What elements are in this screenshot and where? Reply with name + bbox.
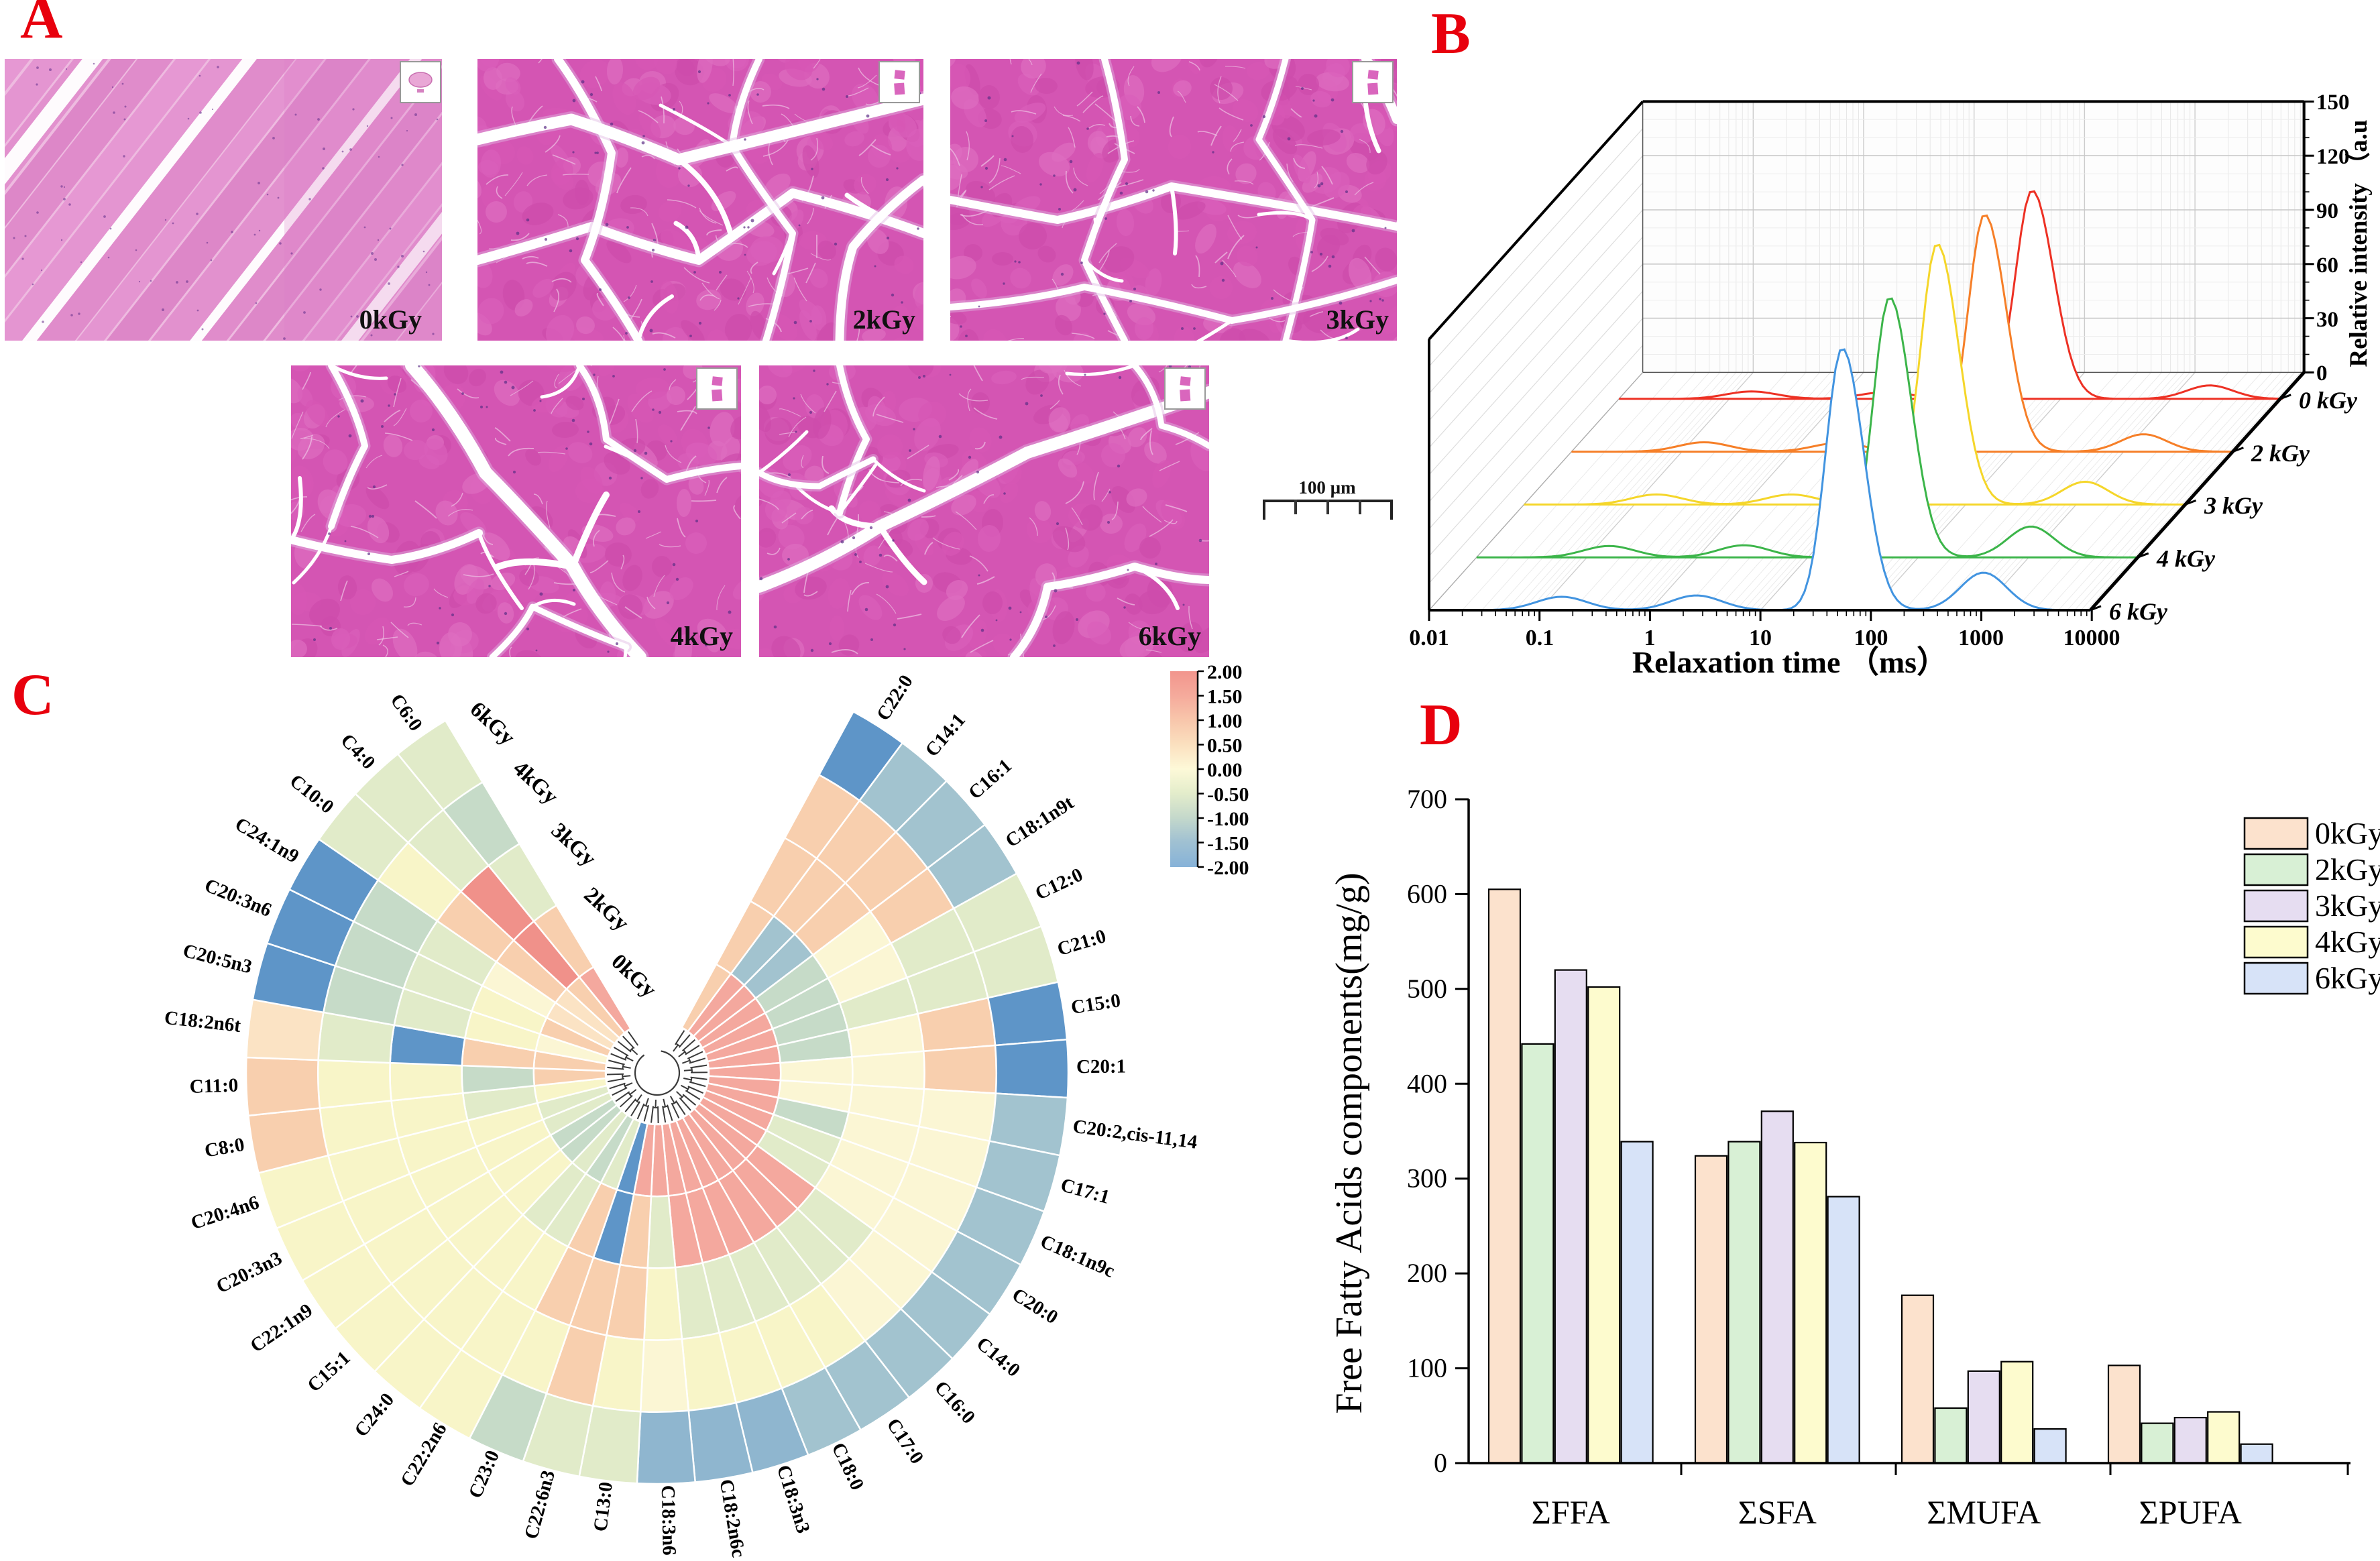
svg-text:C11:0: C11:0	[189, 1075, 239, 1098]
svg-text:-2.00: -2.00	[1207, 857, 1249, 879]
svg-text:0 kGy: 0 kGy	[2299, 387, 2358, 414]
svg-text:0.50: 0.50	[1207, 735, 1243, 757]
svg-text:C18:3n6: C18:3n6	[657, 1485, 680, 1556]
svg-text:500: 500	[1407, 974, 1447, 1004]
svg-text:C21:0: C21:0	[1055, 925, 1109, 960]
svg-text:C24:0: C24:0	[350, 1389, 398, 1442]
svg-text:2kGy: 2kGy	[2315, 852, 2380, 886]
svg-text:0: 0	[2316, 361, 2328, 386]
svg-text:150: 150	[2316, 91, 2350, 115]
svg-text:C20:1: C20:1	[1076, 1055, 1126, 1078]
svg-text:0: 0	[1434, 1448, 1447, 1478]
svg-text:-0.50: -0.50	[1207, 784, 1249, 806]
svg-text:ΣFFA: ΣFFA	[1532, 1493, 1610, 1531]
svg-text:C17:0: C17:0	[883, 1415, 928, 1468]
svg-text:C22:1n9: C22:1n9	[247, 1299, 317, 1357]
svg-text:C14:0: C14:0	[972, 1333, 1024, 1381]
svg-text:C20:2,cis-11,14: C20:2,cis-11,14	[1072, 1116, 1198, 1153]
svg-text:C22:2n6: C22:2n6	[396, 1419, 451, 1490]
svg-text:C20:3n3: C20:3n3	[213, 1247, 286, 1297]
svg-text:4kGy: 4kGy	[2315, 925, 2380, 959]
svg-text:100: 100	[1854, 626, 1888, 650]
svg-text:C4:0: C4:0	[337, 730, 380, 773]
svg-text:0kGy: 0kGy	[606, 949, 661, 1002]
svg-text:2.00: 2.00	[1207, 661, 1243, 683]
svg-text:ΣMUFA: ΣMUFA	[1927, 1493, 2041, 1531]
svg-text:C16:0: C16:0	[930, 1377, 979, 1428]
svg-text:10: 10	[1749, 626, 1772, 650]
svg-text:C24:1n9: C24:1n9	[231, 813, 302, 868]
svg-text:4kGy: 4kGy	[671, 621, 733, 651]
svg-text:3kGy: 3kGy	[547, 819, 601, 872]
svg-text:C20:5n3: C20:5n3	[181, 940, 254, 978]
svg-text:0.01: 0.01	[1409, 626, 1449, 650]
svg-text:3kGy: 3kGy	[2315, 888, 2380, 923]
svg-text:C20:4n6: C20:4n6	[188, 1192, 262, 1234]
svg-text:C18:1n9t: C18:1n9t	[1002, 792, 1078, 852]
svg-text:2kGy: 2kGy	[579, 883, 634, 936]
svg-text:4kGy: 4kGy	[508, 756, 563, 809]
svg-text:C18:2n6t: C18:2n6t	[164, 1007, 243, 1037]
svg-text:C22:6n3: C22:6n3	[520, 1468, 559, 1541]
svg-text:Relative intensity （a.u: Relative intensity （a.u	[2344, 120, 2373, 367]
svg-text:C17:1: C17:1	[1058, 1174, 1112, 1208]
svg-text:C15:0: C15:0	[1070, 990, 1122, 1019]
svg-text:C22:0: C22:0	[872, 671, 917, 725]
svg-text:0.00: 0.00	[1207, 759, 1243, 781]
svg-text:700: 700	[1407, 784, 1447, 814]
svg-text:100 µm: 100 µm	[1298, 477, 1356, 498]
svg-text:2kGy: 2kGy	[853, 304, 915, 335]
svg-text:Relaxation time （ms）: Relaxation time （ms）	[1632, 645, 1947, 679]
svg-text:C13:0: C13:0	[589, 1481, 617, 1532]
svg-text:C18:0: C18:0	[828, 1440, 868, 1494]
svg-text:400: 400	[1407, 1068, 1447, 1098]
svg-text:ΣPUFA: ΣPUFA	[2139, 1493, 2242, 1531]
svg-text:2 kGy: 2 kGy	[2251, 440, 2310, 467]
svg-text:4 kGy: 4 kGy	[2156, 545, 2216, 572]
svg-text:C8:0: C8:0	[203, 1134, 246, 1162]
svg-text:30: 30	[2316, 308, 2338, 332]
svg-text:3 kGy: 3 kGy	[2204, 492, 2263, 519]
svg-text:1.00: 1.00	[1207, 710, 1243, 732]
svg-text:ΣSFA: ΣSFA	[1738, 1493, 1817, 1531]
svg-text:10000: 10000	[2063, 626, 2120, 650]
svg-text:6 kGy: 6 kGy	[2109, 598, 2168, 625]
svg-text:C16:1: C16:1	[964, 755, 1016, 804]
svg-text:90: 90	[2316, 199, 2338, 223]
svg-text:C18:3n3: C18:3n3	[773, 1462, 814, 1536]
svg-text:C6:0: C6:0	[386, 690, 427, 735]
svg-text:C15:1: C15:1	[303, 1347, 354, 1397]
svg-text:120: 120	[2316, 145, 2350, 169]
svg-text:C12:0: C12:0	[1032, 864, 1086, 904]
svg-text:C20:0: C20:0	[1008, 1284, 1062, 1328]
svg-text:100: 100	[1407, 1353, 1447, 1383]
svg-text:300: 300	[1407, 1163, 1447, 1194]
svg-text:0kGy: 0kGy	[359, 304, 422, 335]
svg-text:1.50: 1.50	[1207, 686, 1243, 708]
svg-text:Free Fatty Acids components(mg: Free Fatty Acids components(mg/g)	[1328, 872, 1370, 1413]
svg-text:C23:0: C23:0	[465, 1447, 504, 1501]
svg-text:C10:0: C10:0	[286, 770, 338, 818]
svg-text:C20:3n6: C20:3n6	[201, 874, 274, 921]
svg-text:3kGy: 3kGy	[1326, 304, 1389, 335]
svg-text:-1.00: -1.00	[1207, 808, 1249, 830]
svg-text:C18:2n6c: C18:2n6c	[716, 1478, 750, 1559]
svg-text:6kGy: 6kGy	[465, 697, 520, 750]
svg-text:200: 200	[1407, 1258, 1447, 1288]
svg-text:6kGy: 6kGy	[1139, 621, 1201, 651]
svg-text:1000: 1000	[1958, 626, 2004, 650]
svg-text:1: 1	[1644, 626, 1656, 650]
svg-text:0.1: 0.1	[1526, 626, 1554, 650]
svg-text:60: 60	[2316, 253, 2338, 278]
svg-text:0kGy: 0kGy	[2315, 816, 2380, 850]
svg-text:-1.50: -1.50	[1207, 833, 1249, 855]
svg-text:C18:1n9c: C18:1n9c	[1037, 1230, 1118, 1282]
svg-text:600: 600	[1407, 878, 1447, 909]
svg-text:6kGy: 6kGy	[2315, 961, 2380, 995]
svg-text:C14:1: C14:1	[921, 709, 970, 761]
